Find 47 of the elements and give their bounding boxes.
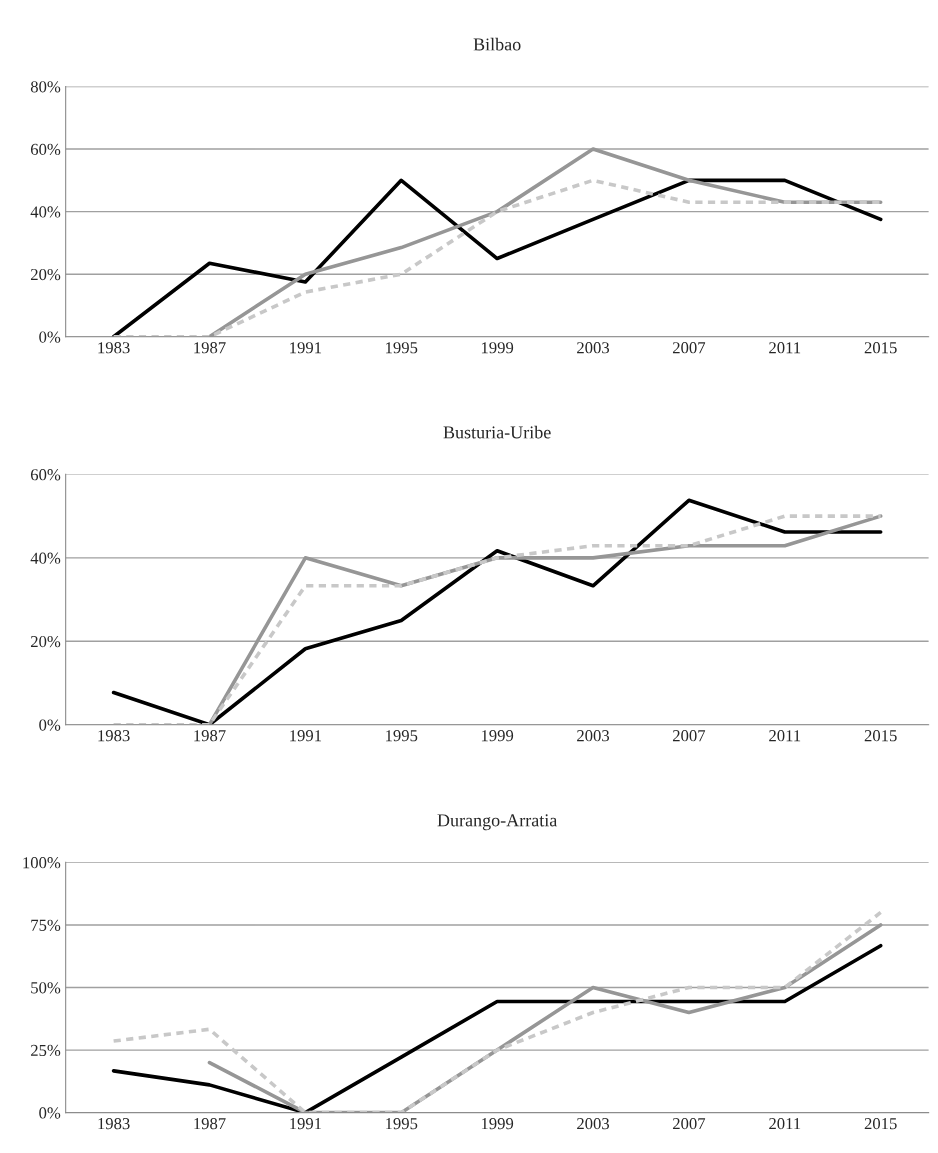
- x-tick-label: 1995: [386, 342, 418, 354]
- x-tick-label: 2003: [577, 1117, 610, 1130]
- x-tick-label: 2015: [864, 730, 897, 742]
- x-tick-label: 2011: [769, 730, 801, 742]
- x-tick-label: 2015: [864, 1117, 897, 1130]
- y-tick-label: 40%: [30, 206, 61, 218]
- x-tick-label: 1983: [98, 342, 130, 354]
- y-tick-label: 80%: [30, 81, 61, 93]
- line-series: [111, 910, 883, 1113]
- x-tick-label: 2003: [577, 730, 610, 742]
- y-tick-label: 75%: [31, 919, 61, 931]
- x-tick-label: 2007: [672, 342, 706, 354]
- x-tick-label: 1991: [290, 730, 322, 742]
- y-tick-label: 20%: [30, 268, 61, 281]
- x-tick-label: 1999: [481, 730, 514, 742]
- chart-title: Bilbao: [473, 37, 521, 51]
- y-tick-label: 0%: [39, 719, 61, 731]
- y-tick-label: 0%: [39, 1107, 61, 1119]
- x-tick-label: 1999: [481, 1118, 514, 1130]
- y-tick-label: 60%: [30, 469, 61, 481]
- x-tick-label: 2015: [864, 342, 897, 354]
- line-series: [111, 943, 883, 1113]
- x-tick-label: 1991: [290, 342, 322, 354]
- y-tick-label: 0%: [39, 331, 61, 343]
- x-tick-label: 1995: [386, 730, 418, 742]
- x-tick-label: 2003: [577, 342, 610, 354]
- chart-title: Busturia-Uribe: [443, 425, 551, 439]
- y-tick-label: 50%: [31, 982, 61, 994]
- x-tick-label: 1987: [194, 730, 226, 742]
- x-tick-label: 2011: [769, 342, 801, 354]
- x-tick-label: 1987: [194, 342, 226, 354]
- x-tick-label: 1999: [481, 342, 514, 354]
- y-tick-label: 40%: [30, 552, 61, 564]
- x-tick-label: 1991: [290, 1118, 322, 1130]
- line-series: [111, 178, 883, 337]
- x-tick-label: 2007: [672, 730, 706, 742]
- x-tick-label: 2007: [672, 1117, 706, 1130]
- x-tick-label: 1983: [98, 1117, 130, 1130]
- y-tick-label: 20%: [30, 635, 61, 648]
- x-tick-label: 1983: [98, 730, 130, 742]
- y-tick-label: 25%: [30, 1044, 61, 1057]
- x-tick-label: 1987: [194, 1117, 226, 1130]
- x-tick-label: 1995: [386, 1118, 418, 1130]
- y-tick-label: 100%: [23, 857, 61, 869]
- y-tick-label: 60%: [30, 143, 61, 156]
- chart-title: Durango-Arratia: [437, 814, 558, 831]
- x-tick-label: 2011: [769, 1117, 801, 1130]
